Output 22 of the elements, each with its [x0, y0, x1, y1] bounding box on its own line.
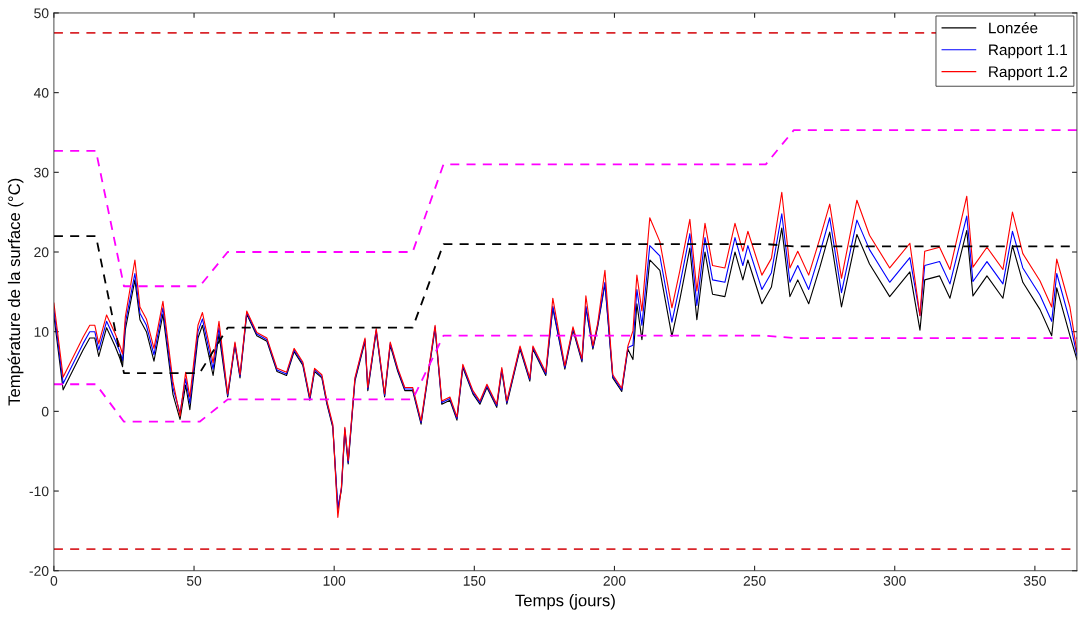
x-tick-label: 0: [50, 575, 58, 586]
x-axis-title: Temps (jours): [515, 594, 615, 610]
x-tick-label: 150: [463, 575, 486, 586]
y-tick-label: 30: [34, 167, 49, 178]
legend-label: Rapport 1.1: [989, 44, 1068, 59]
x-tick-label: 300: [883, 575, 906, 586]
y-tick-label: 10: [34, 327, 49, 337]
x-tick-label: 250: [743, 575, 766, 586]
legend-label: Rapport 1.2: [989, 66, 1067, 81]
x-tick-label: 350: [1023, 575, 1046, 586]
x-tick-label: 100: [323, 575, 346, 586]
y-tick-label: -10: [29, 486, 49, 497]
x-tick-label: 50: [186, 575, 202, 586]
legend-label: Lonzée: [989, 21, 1038, 34]
x-tick-label: 200: [603, 575, 626, 586]
y-tick-label: 40: [33, 87, 49, 98]
y-tick-label: 20: [34, 247, 49, 258]
line-series: [53, 129, 1077, 288]
y-tick-label: 0: [41, 406, 49, 417]
y-tick-label: -20: [29, 566, 49, 576]
y-axis-title: Température de la surface (°C): [7, 178, 24, 406]
y-tick-label: 50: [34, 8, 49, 19]
